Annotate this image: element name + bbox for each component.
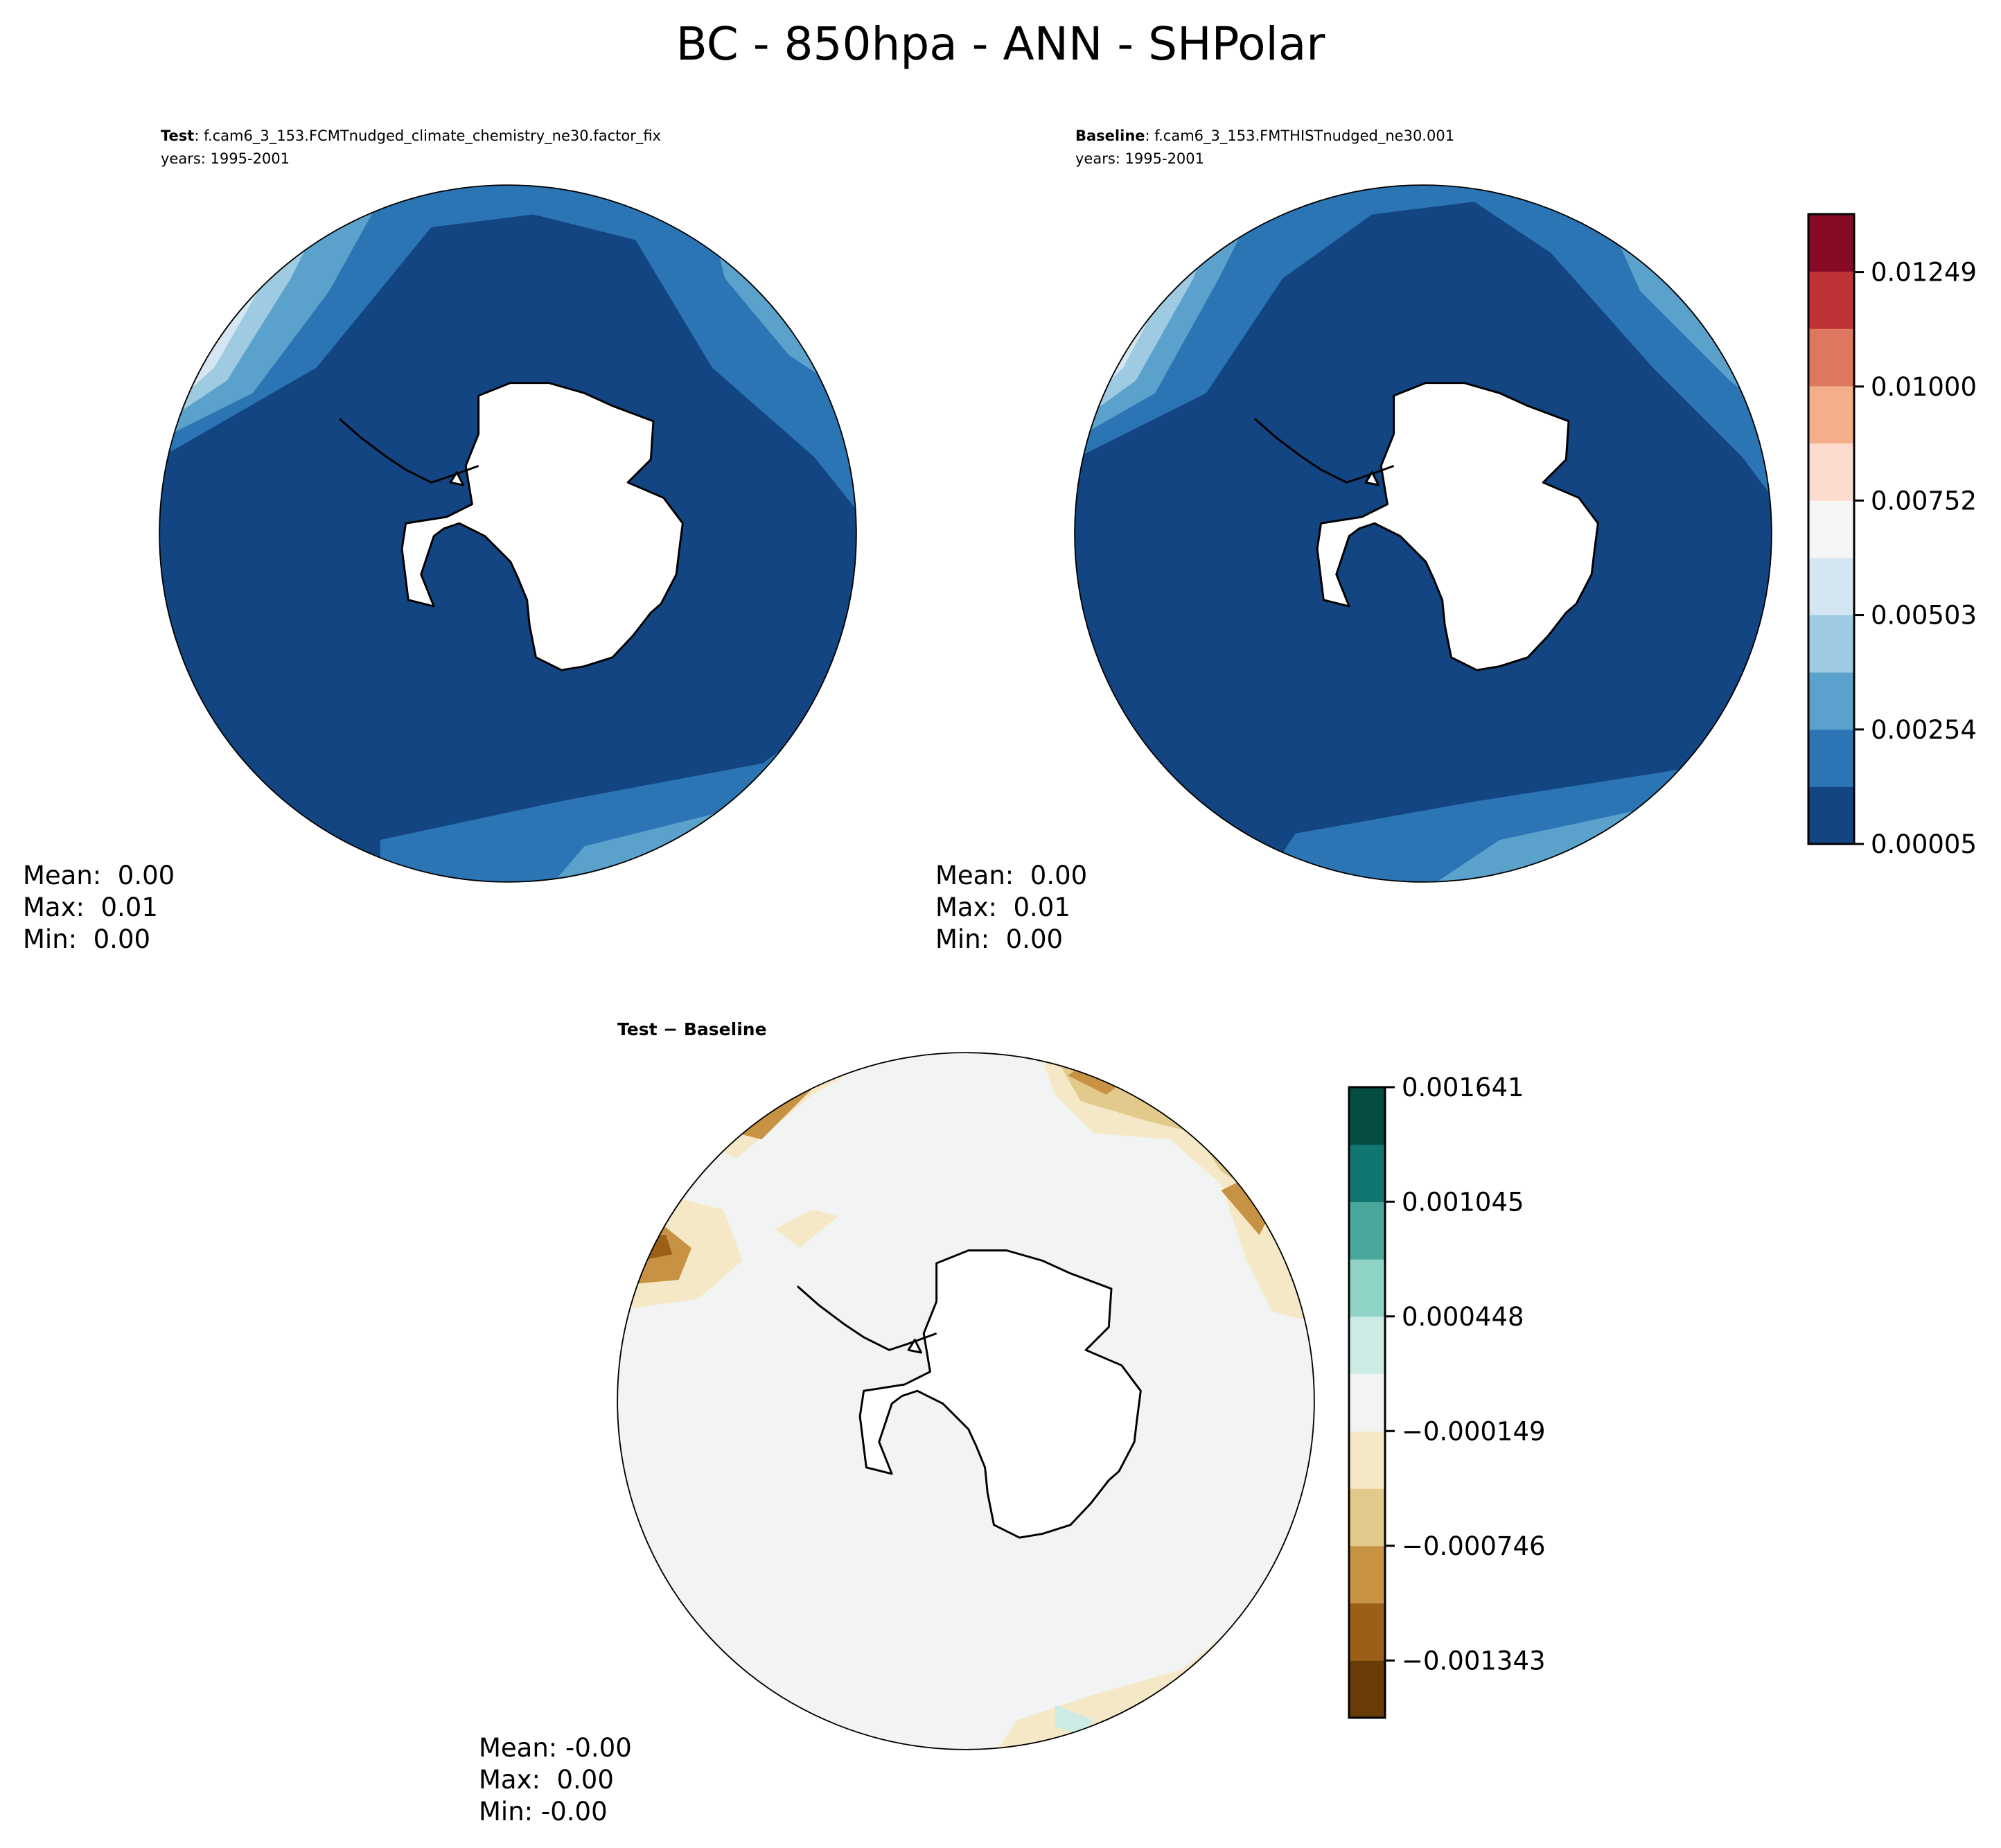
test-label-case: : f.cam6_3_153.FCMTnudged_climate_chemis… <box>194 127 661 145</box>
difference-colorbar-bin-9 <box>1349 1144 1385 1202</box>
difference-colorbar-bin-5 <box>1349 1373 1385 1432</box>
difference-panel: Test − Baseline Mean: -0.00 Max: 0.00 M <box>479 1019 1546 1827</box>
baseline-colorbar-tick-label-0: 0.00005 <box>1871 829 1977 859</box>
difference-colorbar-bin-2 <box>1349 1545 1385 1604</box>
baseline-colorbar-bin-4 <box>1808 557 1854 615</box>
figure-title: BC - 850hpa - ANN - SHPolar <box>676 17 1326 71</box>
test-map <box>159 184 857 883</box>
baseline-max: Max: 0.01 <box>935 892 1070 922</box>
baseline-colorbar-bin-6 <box>1808 443 1854 501</box>
baseline-years: years: 1995-2001 <box>1075 150 1204 167</box>
difference-colorbar-outline <box>1348 1086 1386 1719</box>
difference-max: Max: 0.00 <box>479 1765 614 1795</box>
baseline-colorbar-bin-8 <box>1808 328 1854 387</box>
difference-colorbar-bin-1 <box>1349 1603 1385 1661</box>
difference-colorbar-bin-4 <box>1349 1431 1385 1489</box>
test-max: Max: 0.01 <box>23 892 158 922</box>
test-panel: Test: f.cam6_3_153.FCMTnudged_climate_ch… <box>23 127 857 954</box>
baseline-colorbar-bin-1 <box>1808 729 1854 787</box>
baseline-map <box>1074 184 1772 883</box>
baseline-colorbar-tick-label-3: 0.00752 <box>1871 486 1977 516</box>
difference-min: Min: -0.00 <box>479 1797 608 1827</box>
baseline-colorbar-tick-label-4: 0.01000 <box>1871 372 1977 402</box>
test-mean: Mean: 0.00 <box>23 861 175 890</box>
baseline-colorbar-tick-label-5: 0.01249 <box>1871 258 1977 288</box>
difference-colorbar-tick-label-4: 0.001045 <box>1402 1187 1524 1217</box>
baseline-field-band-2 <box>1075 185 1772 509</box>
diff-patch-2 <box>736 1088 813 1140</box>
baseline-colorbar-bin-7 <box>1808 385 1854 444</box>
difference-colorbar-tick-label-3: 0.000448 <box>1402 1302 1524 1332</box>
difference-colorbar-tick-label-5: 0.001641 <box>1402 1073 1524 1102</box>
test-map-boundary <box>159 184 857 883</box>
baseline-label-case: : f.cam6_3_153.FMTHISTnudged_ne30.001 <box>1145 127 1455 145</box>
diff-patch-11 <box>1055 1705 1094 1736</box>
difference-colorbar-tick-label-1: −0.000746 <box>1402 1531 1546 1561</box>
baseline-label-bold: Baseline <box>1075 127 1145 144</box>
baseline-colorbar-bin-0 <box>1808 786 1854 845</box>
baseline-colorbar-tick-label-1: 0.00254 <box>1871 715 1977 745</box>
difference-map <box>617 1052 1315 1750</box>
test-years: years: 1995-2001 <box>161 150 290 167</box>
difference-colorbar-bin-7 <box>1349 1259 1385 1317</box>
baseline-colorbar-bin-10 <box>1808 214 1854 272</box>
difference-colorbar-tick-label-2: −0.000149 <box>1402 1416 1546 1446</box>
difference-colorbar: −0.001343 −0.000746 −0.000149 0.000448 0.001… <box>1348 1073 1546 1719</box>
difference-colorbar-bin-3 <box>1349 1488 1385 1547</box>
baseline-colorbar-bin-2 <box>1808 672 1854 730</box>
test-min: Min: 0.00 <box>23 924 150 954</box>
test-label: Test: f.cam6_3_153.FCMTnudged_climate_ch… <box>161 127 661 145</box>
difference-colorbar-tick-label-0: −0.001343 <box>1402 1646 1546 1675</box>
baseline-map-boundary <box>1074 184 1772 883</box>
difference-colorbar-bin-0 <box>1349 1660 1385 1718</box>
baseline-colorbar-bin-3 <box>1808 615 1854 673</box>
baseline-colorbar-bin-9 <box>1808 271 1854 329</box>
difference-colorbar-bin-10 <box>1349 1087 1385 1145</box>
difference-colorbar-bin-8 <box>1349 1202 1385 1260</box>
difference-label: Test − Baseline <box>617 1019 767 1039</box>
baseline-colorbar-outline <box>1807 213 1855 845</box>
test-field-band-3 <box>159 185 856 445</box>
baseline-colorbar-bin-5 <box>1808 500 1854 558</box>
test-label-bold: Test <box>161 127 194 144</box>
difference-mean: Mean: -0.00 <box>479 1733 632 1763</box>
baseline-colorbar: 0.00005 0.00254 0.00503 0.00752 0.01000 0.012… <box>1807 213 1977 859</box>
difference-colorbar-bin-6 <box>1349 1316 1385 1375</box>
baseline-mean: Mean: 0.00 <box>935 861 1087 890</box>
difference-map-boundary <box>617 1052 1315 1750</box>
baseline-panel: Baseline: f.cam6_3_153.FMTHISTnudged_ne3… <box>935 127 1977 954</box>
baseline-min: Min: 0.00 <box>935 924 1063 954</box>
baseline-colorbar-tick-label-2: 0.00503 <box>1871 601 1977 631</box>
baseline-label: Baseline: f.cam6_3_153.FMTHISTnudged_ne3… <box>1075 127 1454 145</box>
diff-patch-6 <box>774 1209 838 1248</box>
